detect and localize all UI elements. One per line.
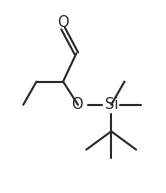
Text: Si: Si bbox=[105, 97, 119, 112]
Text: O: O bbox=[57, 15, 69, 30]
Text: O: O bbox=[71, 97, 83, 112]
